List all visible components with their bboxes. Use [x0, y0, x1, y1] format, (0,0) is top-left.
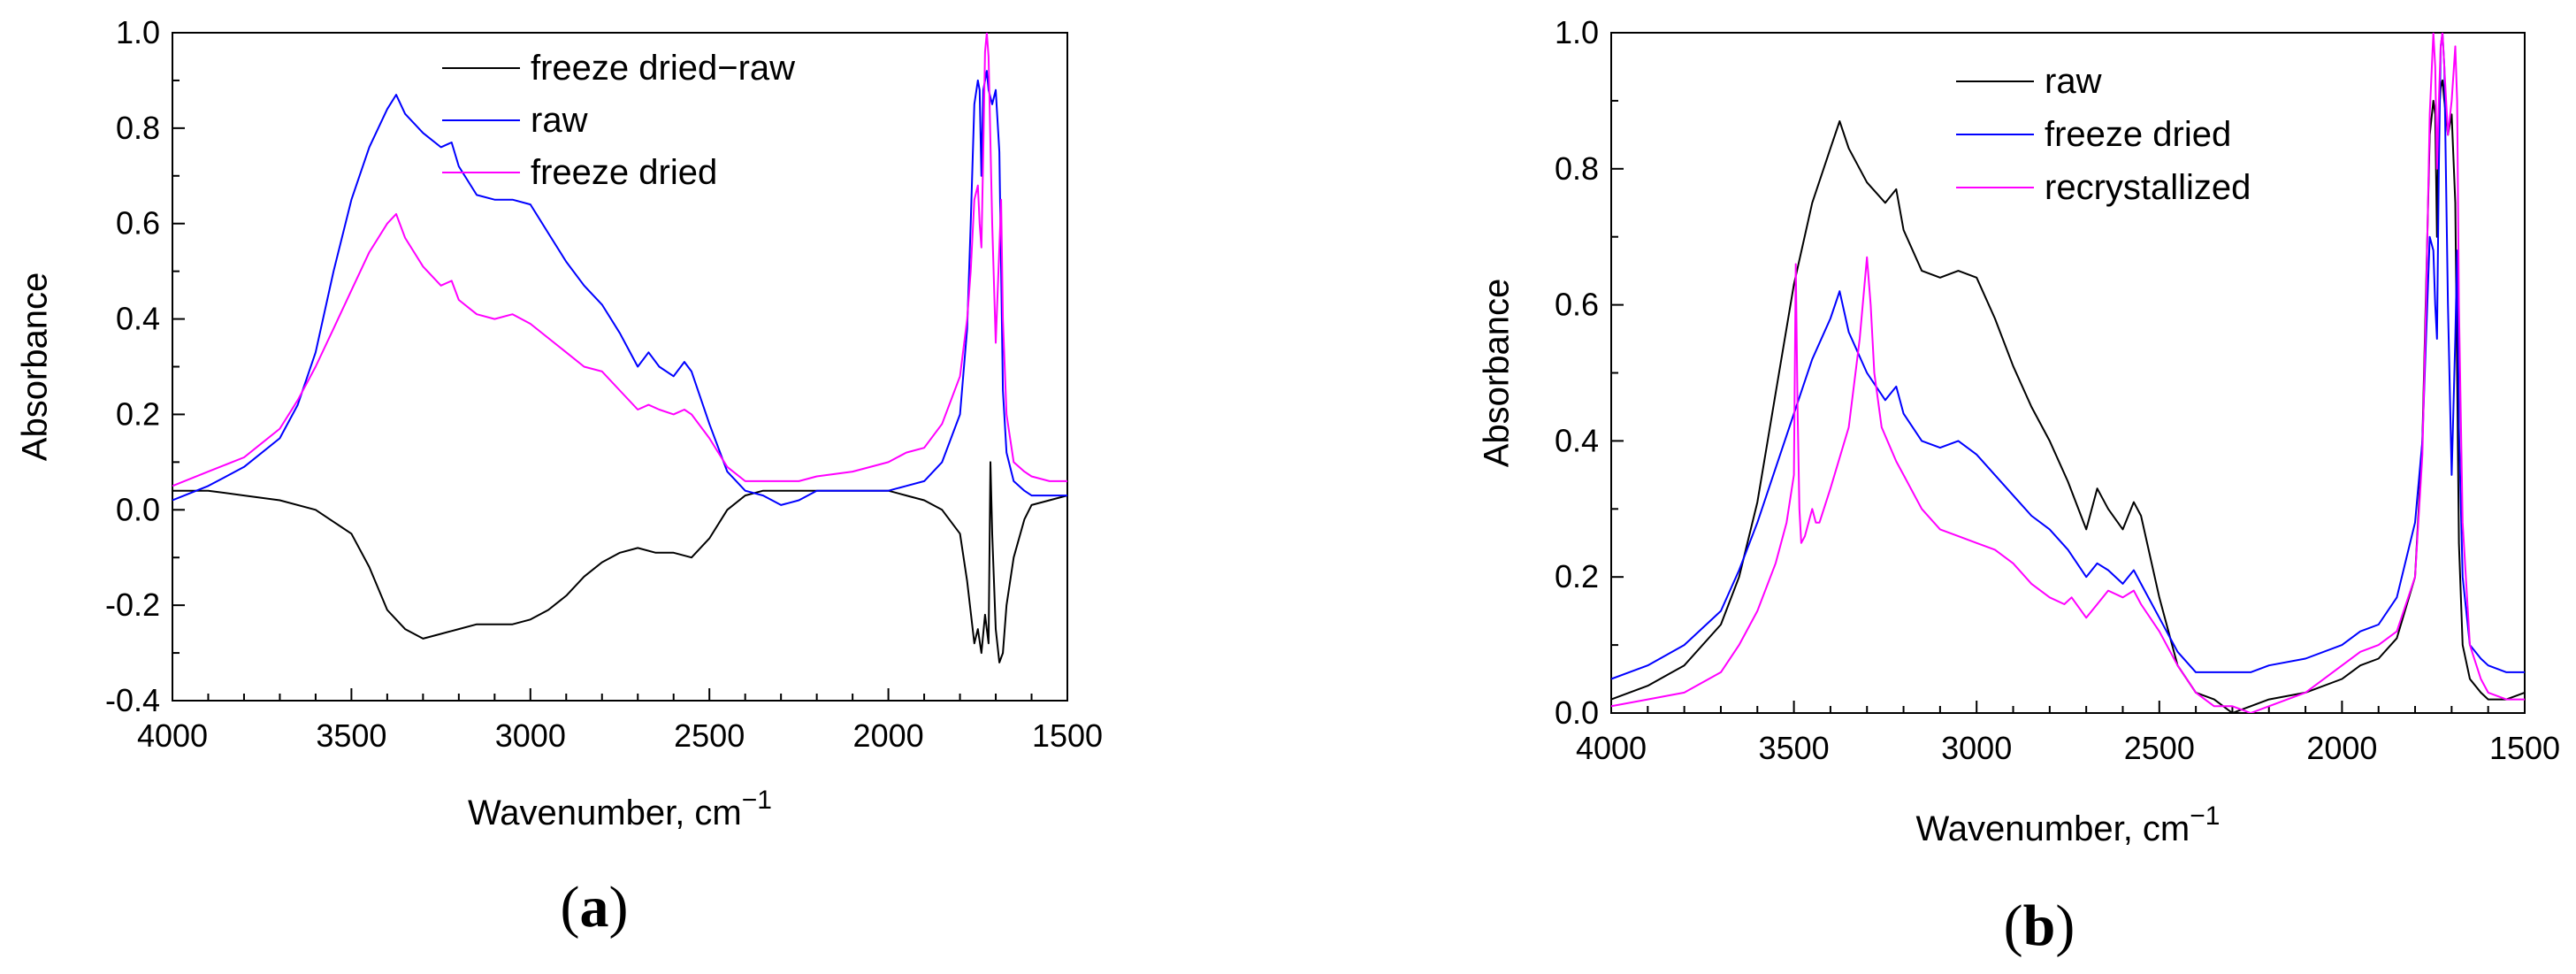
panel-label-letter: a [580, 875, 609, 939]
y-axis-title: Absorbance [1478, 279, 1517, 467]
legend-label: freeze dried [2045, 115, 2231, 154]
legend: freeze dried−raw raw freeze dried [442, 49, 795, 192]
legend-label: recrystallized [2045, 168, 2251, 207]
legend-label: raw [2045, 62, 2102, 101]
panel-label: (a) [561, 875, 629, 939]
x-tick-label: 2000 [853, 717, 924, 754]
x-axis-title: Wavenumber, cm−1 [1916, 801, 2221, 848]
panel-label: (b) [2004, 893, 2075, 958]
legend-label: freeze dried−raw [531, 49, 795, 88]
panel-label-open: ( [561, 875, 580, 939]
y-tick-label: 0.4 [116, 301, 160, 337]
y-tick-label: 0.6 [1555, 287, 1599, 323]
x-tick-label: 2500 [2124, 730, 2195, 766]
series-line-freeze-dried [172, 33, 1067, 487]
y-tick-label: 0.4 [1555, 422, 1599, 458]
y-axis-title: Absorbance [16, 272, 55, 461]
y-tick-label: 0.6 [116, 205, 160, 242]
y-tick-label: 0.2 [1555, 558, 1599, 594]
series-line-raw [172, 70, 1067, 506]
legend-label: raw [531, 101, 588, 140]
x-tick-label: 4000 [137, 717, 208, 754]
legend-label: freeze dried [531, 153, 717, 192]
legend: raw freeze dried recrystallized [1956, 62, 2251, 207]
y-tick-label: -0.4 [105, 682, 160, 718]
y-tick-label: 0.8 [1555, 150, 1599, 187]
x-tick-label: 1500 [2489, 730, 2560, 766]
panel-b-chart: 4000 3500 3000 2500 2000 1500 0.0 0.2 0.4 0.6 0.8 1… [1478, 14, 2560, 958]
y-tick-label: 0.0 [116, 491, 160, 527]
x-tick-label: 3000 [1941, 730, 2012, 766]
x-axis-title-text: Wavenumber, cm [468, 794, 742, 832]
series-line-recrystallized [1611, 33, 2525, 713]
x-axis-title-superscript: −1 [742, 786, 772, 815]
y-tick-label: 1.0 [1555, 14, 1599, 50]
panel-a-chart: 4000 3500 3000 2500 2000 1500 -0.4 -0.2 0.0 0.2 0.… [16, 14, 1103, 939]
x-axis-title-text: Wavenumber, cm [1916, 809, 2190, 848]
x-axis-title: Wavenumber, cm−1 [468, 786, 772, 832]
plot-frame [172, 32, 1068, 702]
x-tick-label: 3500 [1759, 730, 1830, 766]
x-tick-label: 3000 [495, 717, 566, 754]
y-tick-label: 1.0 [116, 14, 160, 50]
series-line-freeze-dried-raw [172, 461, 1067, 663]
panel-label-close: ) [2055, 893, 2075, 958]
series-line-freeze-dried [1611, 33, 2525, 680]
y-tick-label: 0.2 [116, 395, 160, 432]
y-tick-label: -0.2 [105, 587, 160, 623]
panel-label-open: ( [2004, 893, 2023, 958]
x-tick-label: 1500 [1032, 717, 1103, 754]
y-tick-label: 0.0 [1555, 694, 1599, 731]
x-tick-label: 3500 [316, 717, 386, 754]
panel-label-letter: b [2023, 893, 2056, 958]
panel-label-close: ) [609, 875, 629, 939]
x-axis-title-superscript: −1 [2190, 801, 2220, 831]
x-tick-label: 2000 [2306, 730, 2377, 766]
y-tick-label: 0.8 [116, 110, 160, 146]
x-tick-label: 2500 [674, 717, 745, 754]
x-tick-label: 4000 [1576, 730, 1647, 766]
